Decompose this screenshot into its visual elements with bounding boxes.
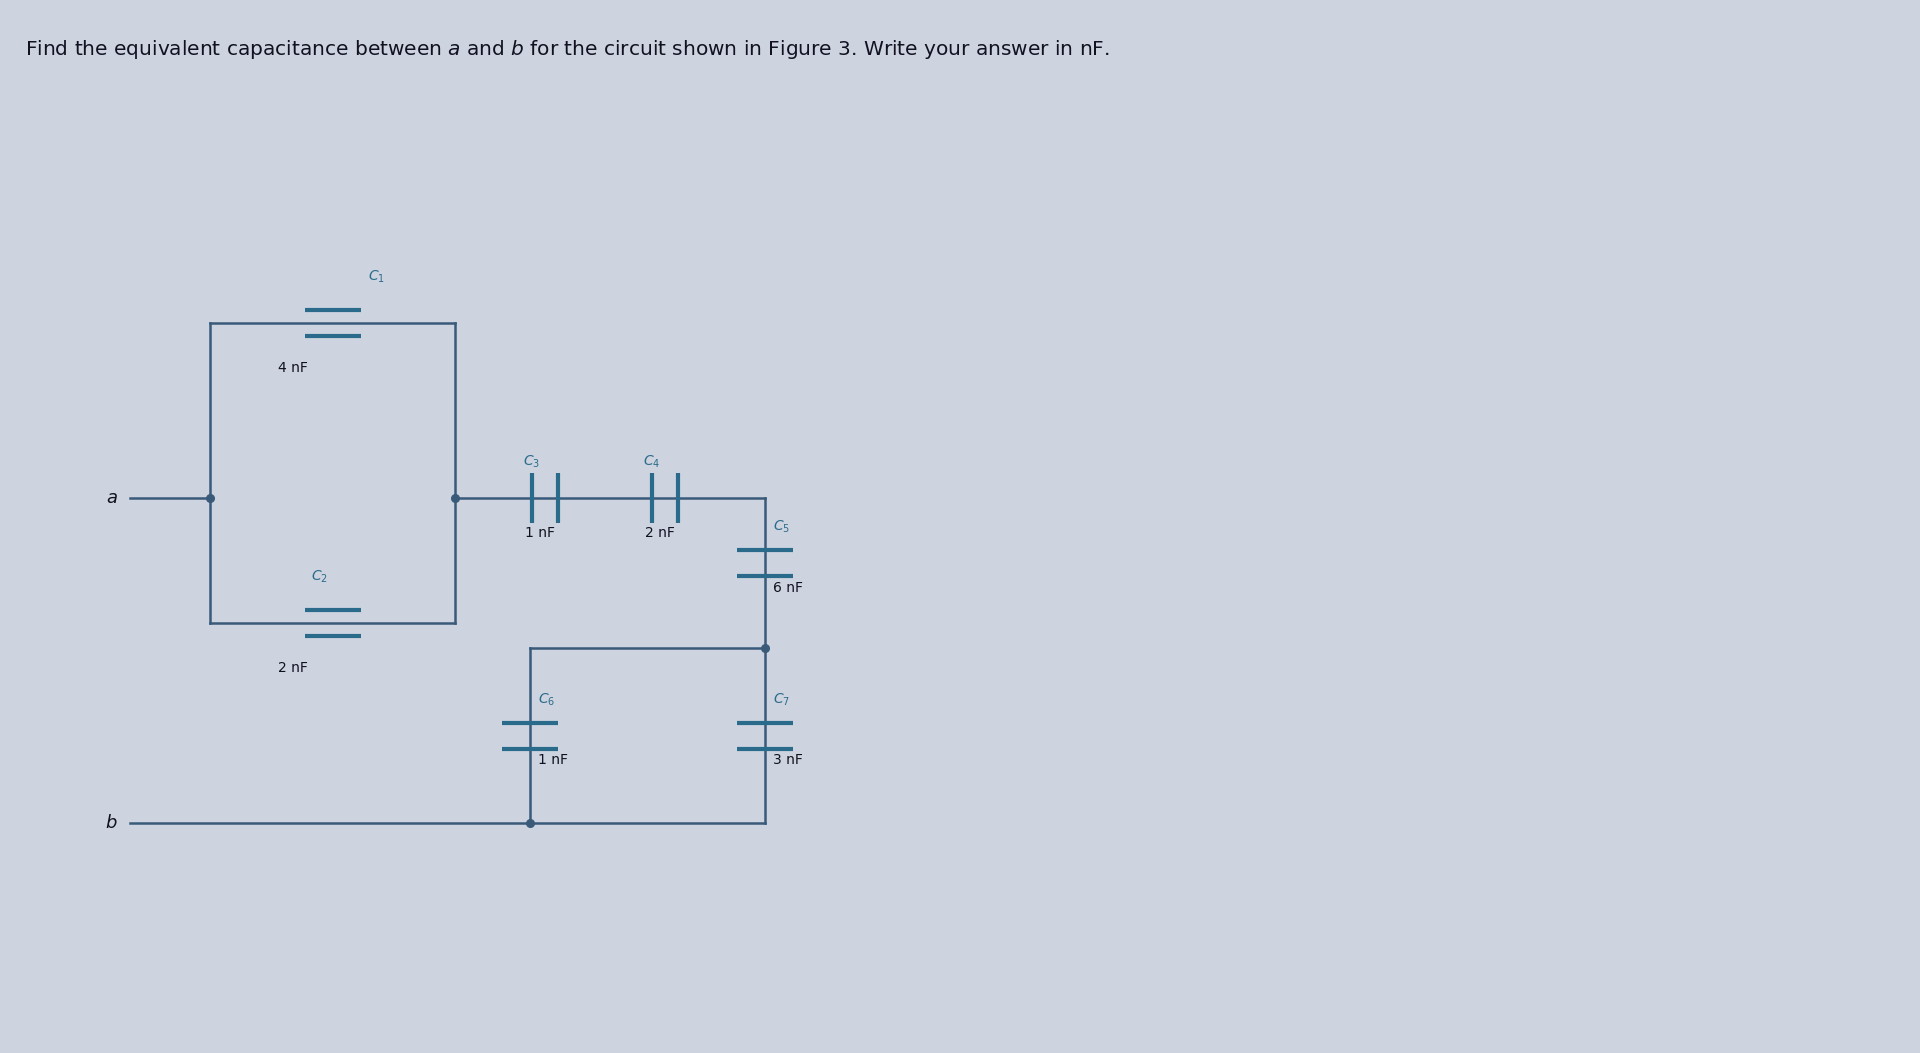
- Text: 1 nF: 1 nF: [538, 754, 568, 768]
- Text: 4 nF: 4 nF: [278, 361, 307, 375]
- Text: 6 nF: 6 nF: [774, 581, 803, 595]
- Text: 2 nF: 2 nF: [278, 661, 307, 675]
- Text: 3 nF: 3 nF: [774, 754, 803, 768]
- Text: $C_2$: $C_2$: [311, 569, 328, 585]
- Text: 1 nF: 1 nF: [524, 526, 555, 540]
- Text: $C_1$: $C_1$: [367, 269, 384, 285]
- Text: $C_6$: $C_6$: [538, 691, 555, 708]
- Text: $C_7$: $C_7$: [774, 691, 789, 708]
- Text: $b$: $b$: [106, 814, 117, 832]
- Text: Find the equivalent capacitance between $\mathit{a}$ and $\mathit{b}$ for the ci: Find the equivalent capacitance between …: [25, 38, 1110, 61]
- Text: 2 nF: 2 nF: [645, 526, 674, 540]
- Text: $C_5$: $C_5$: [774, 518, 791, 535]
- Text: $C_4$: $C_4$: [643, 454, 660, 470]
- Text: $a$: $a$: [106, 489, 117, 506]
- Text: $C_3$: $C_3$: [522, 454, 540, 470]
